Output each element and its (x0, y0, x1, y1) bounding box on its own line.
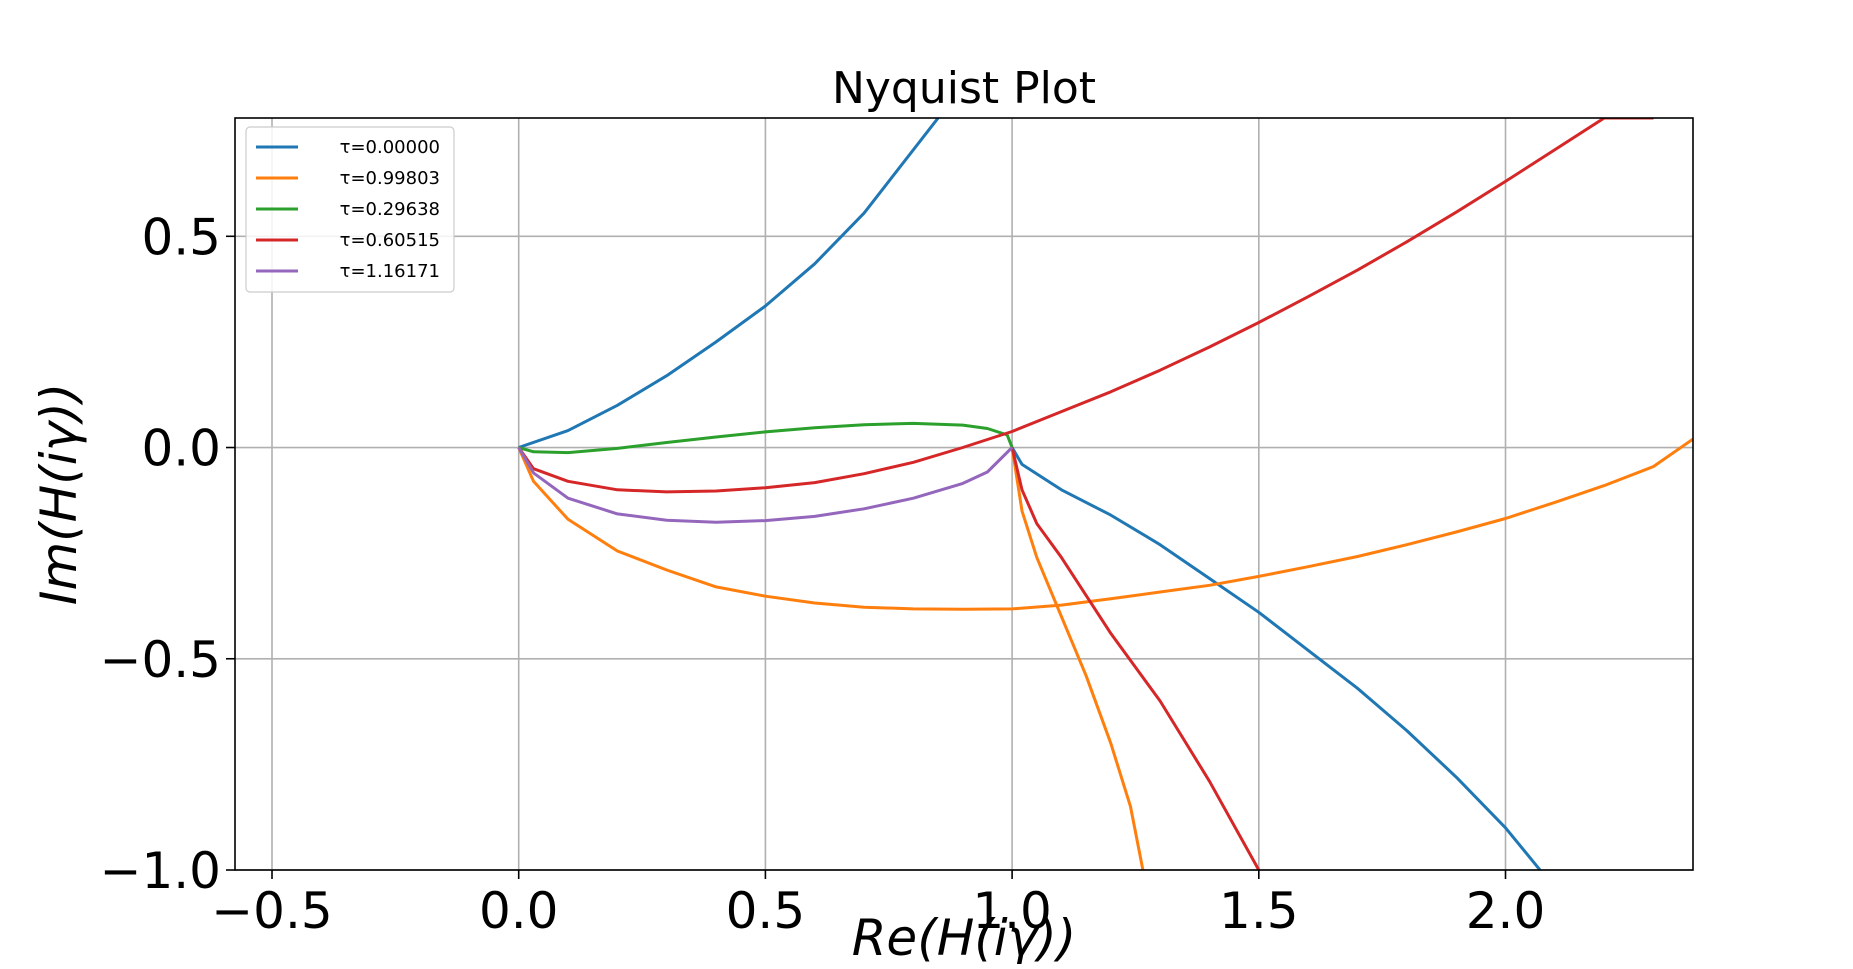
chart-title: Nyquist Plot (832, 63, 1096, 114)
y-tick-label: −0.5 (100, 631, 221, 689)
x-tick-label: −0.5 (211, 882, 332, 940)
legend-label-4: τ=1.16171 (340, 261, 440, 282)
y-tick-label: 0.5 (141, 208, 221, 266)
x-tick-label: 1.0 (972, 882, 1052, 940)
series-line-4 (517, 446, 1014, 524)
legend-label-1: τ=0.99803 (340, 168, 440, 189)
plot-frame (234, 117, 1694, 871)
legend-label-2: τ=0.29638 (340, 199, 440, 220)
axis-ticks: −0.5 0.0 0.5 1.0 1.5 2.0−1.0−0.50.00.5 (100, 208, 1546, 940)
x-tick-label: 0.0 (479, 882, 559, 940)
x-axis-label: Re(H(iγ)) (852, 909, 1077, 964)
y-tick-label: 0.0 (141, 420, 221, 478)
series-line-3 (517, 118, 1654, 870)
legend-label-3: τ=0.60515 (340, 230, 440, 251)
x-tick-label: 1.5 (1219, 882, 1299, 940)
series-line-1 (517, 437, 1693, 870)
series-line-2 (518, 421, 1014, 455)
x-tick-label: 0.5 (726, 882, 806, 940)
series-line-0 (518, 118, 1542, 870)
series-lines (517, 118, 1693, 870)
legend-label-0: τ=0.00000 (340, 137, 440, 158)
x-tick-label: 2.0 (1466, 882, 1546, 940)
legend-frame (245, 126, 455, 293)
y-axis-label: Im(H(iγ)) (30, 383, 88, 606)
y-tick-label: −1.0 (100, 842, 221, 900)
legend: τ=0.00000 τ=0.99803 τ=0.29638 τ=0.60515 τ=1.… (245, 126, 455, 293)
